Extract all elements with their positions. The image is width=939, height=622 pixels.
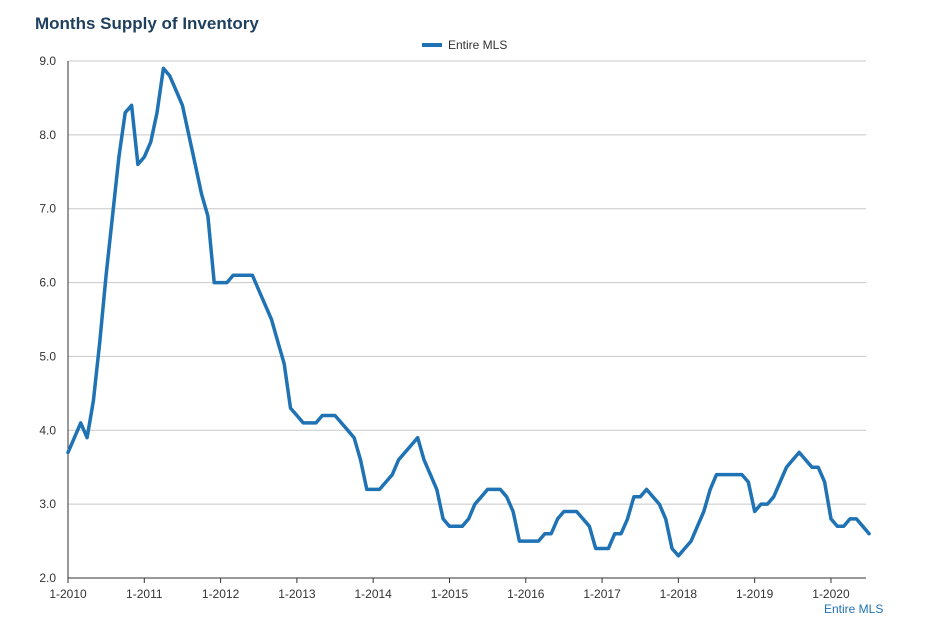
legend-label: Entire MLS: [448, 38, 508, 52]
y-tick-label: 5.0: [39, 349, 56, 363]
x-tick-label: 1-2010: [49, 587, 87, 601]
series-line: [66, 66, 871, 558]
y-tick-label: 3.0: [39, 497, 56, 511]
x-tick-label: 1-2019: [736, 587, 774, 601]
x-tick-label: 1-2011: [126, 587, 163, 601]
y-tick-label: 9.0: [39, 54, 56, 68]
y-tick-label: 7.0: [39, 202, 56, 216]
chart-title: Months Supply of Inventory: [35, 14, 259, 33]
source-note: Entire MLS: [824, 602, 884, 616]
x-tick-label: 1-2012: [202, 587, 240, 601]
x-tick-label: 1-2016: [507, 587, 545, 601]
x-tick-label: 1-2013: [278, 587, 316, 601]
y-tick-label: 8.0: [39, 128, 56, 142]
legend-swatch: [422, 43, 442, 47]
x-axis: 1-2010 1-2011 1-2012 1-2013 1-2014 1-2015 1-20…: [49, 577, 866, 601]
legend[interactable]: Entire MLS: [422, 38, 507, 52]
y-axis: 2.0 3.0 4.0 5.0 6.0 7.0 8.0 9.0: [39, 54, 69, 585]
y-tick-label: 2.0: [39, 571, 56, 585]
y-tick-label: 4.0: [39, 423, 56, 437]
x-tick-label: 1-2015: [431, 587, 469, 601]
x-tick-label: 1-2014: [354, 587, 392, 601]
x-tick-label: 1-2020: [812, 587, 850, 601]
x-tick-label: 1-2018: [660, 587, 698, 601]
gridlines: [68, 60, 866, 505]
series-layer: [66, 66, 871, 558]
y-tick-label: 6.0: [39, 276, 56, 290]
x-tick-label: 1-2017: [583, 587, 621, 601]
